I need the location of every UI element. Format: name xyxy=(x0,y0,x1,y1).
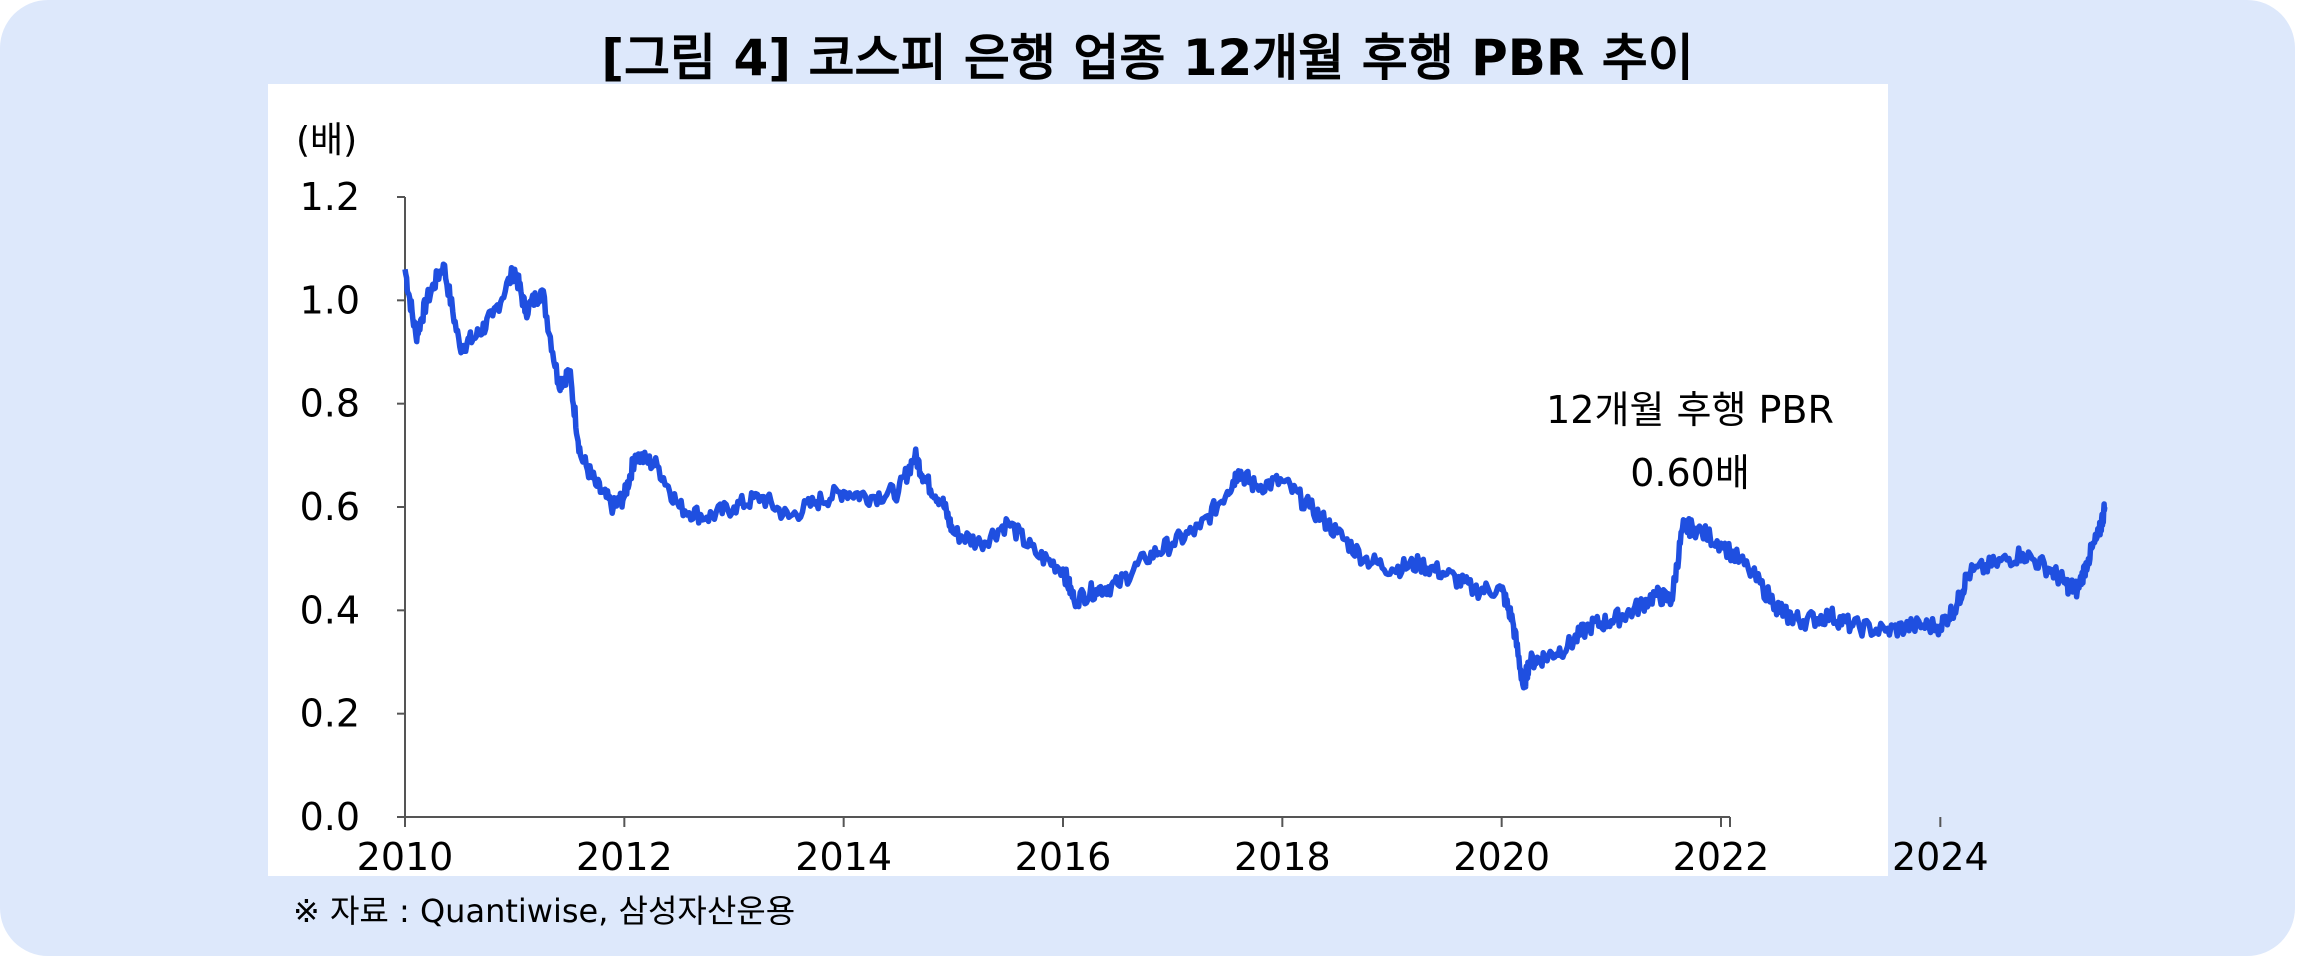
y-tick-label: 0.0 xyxy=(300,795,360,839)
x-tick-label: 2016 xyxy=(1015,835,1112,879)
figure-title: [그림 4] 코스피 은행 업종 12개월 후행 PBR 추이 xyxy=(601,29,1694,87)
annotation-line-1: 12개월 후행 PBR xyxy=(1546,388,1834,432)
x-tick-label: 2014 xyxy=(795,835,892,879)
y-tick-label: 0.2 xyxy=(300,692,360,736)
x-tick-label: 2020 xyxy=(1453,835,1550,879)
axes: 0.0 0.2 0.4 0.6 0.8 1.0 1.2 2010 2012 2014 2016 201… xyxy=(300,175,1989,879)
x-tick-label: 2024 xyxy=(1892,835,1989,879)
x-tick-label: 2018 xyxy=(1234,835,1331,879)
series-layer xyxy=(402,261,2108,691)
pbr-series-line xyxy=(402,261,2108,691)
y-tick-label: 1.0 xyxy=(300,278,360,322)
x-tick-label: 2012 xyxy=(576,835,673,879)
y-axis-unit: (배) xyxy=(296,120,357,161)
annotation-line-2: 0.60배 xyxy=(1630,451,1750,495)
plot-background xyxy=(268,84,1888,876)
y-tick-label: 1.2 xyxy=(300,175,360,219)
y-tick-label: 0.4 xyxy=(300,588,360,632)
x-tick-label: 2010 xyxy=(357,835,454,879)
y-tick-label: 0.8 xyxy=(300,382,360,426)
x-tick-label: 2022 xyxy=(1673,835,1770,879)
y-tick-label: 0.6 xyxy=(300,485,360,529)
source-note: ※ 자료 : Quantiwise, 삼성자산운용 xyxy=(293,892,796,930)
